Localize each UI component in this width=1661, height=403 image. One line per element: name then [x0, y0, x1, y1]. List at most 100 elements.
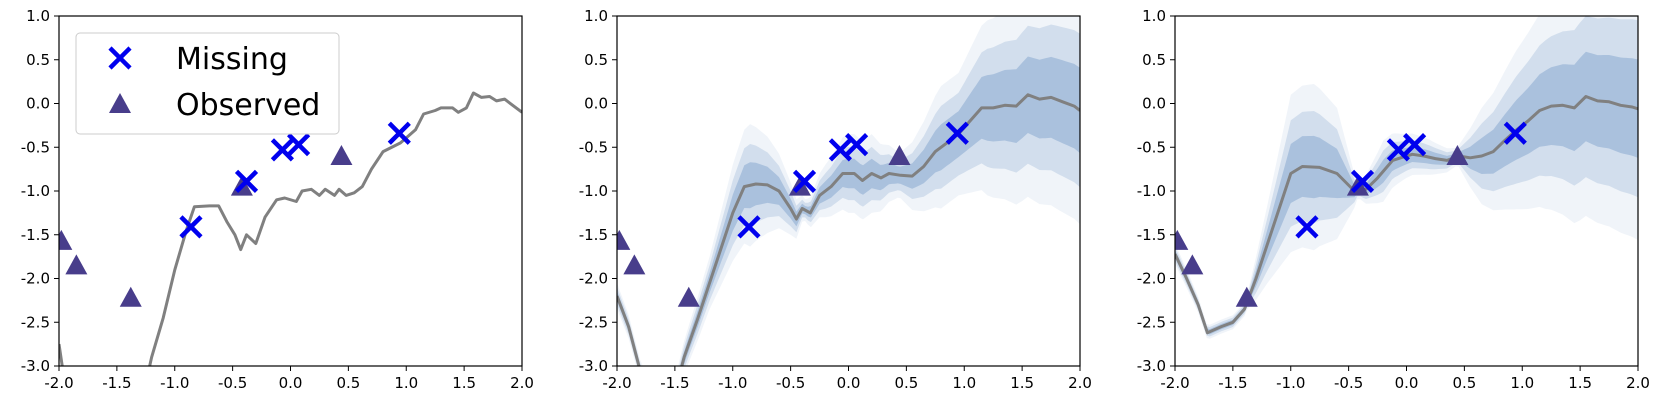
x-tick-label: -0.5 [218, 374, 247, 392]
x-tick-label: 1.0 [1510, 374, 1534, 392]
plot-area [1175, 16, 1638, 339]
y-tick-label: 1.0 [584, 7, 608, 25]
x-tick-label: -1.0 [1276, 374, 1305, 392]
observed-point [1181, 254, 1204, 275]
y-tick-label: 1.0 [1142, 7, 1166, 25]
observed-point [1175, 229, 1189, 250]
x-tick-label: 0.0 [837, 374, 861, 392]
panel-middle: -2.0 -1.5 -1.0 -0.5 0.0 0.5 1.0 1.5 2.0 1.0 0.5 0.0… [579, 7, 1092, 392]
observed-point [330, 145, 353, 165]
x-tick-label: 2.0 [510, 374, 534, 392]
missing-point [234, 169, 259, 193]
x-tick-label: 1.5 [452, 374, 476, 392]
y-tick-label: -1.5 [1137, 226, 1166, 244]
legend: Missing Observed [75, 32, 340, 135]
x-tick-label: 0.5 [1452, 374, 1476, 392]
x-tick-label: 1.0 [952, 374, 976, 392]
y-tick-label: 0.5 [584, 51, 608, 69]
observed-point [888, 145, 911, 165]
x-tick-label: 0.0 [1395, 374, 1419, 392]
missing-point [737, 215, 761, 239]
x-tick-label: -2.0 [602, 374, 631, 392]
x-tick-label: -2.0 [44, 374, 73, 392]
missing-point [1503, 121, 1527, 145]
y-tick-label: -2.0 [1137, 270, 1166, 288]
observed-point [59, 229, 73, 250]
observed-point [677, 286, 700, 307]
x-tick-label: -1.5 [1218, 374, 1247, 392]
uncertainty-band-2 [1175, 16, 1638, 337]
y-tick-label: 0.0 [26, 95, 50, 113]
uncertainty-band-3 [1175, 51, 1638, 335]
y-tick-label: 0.0 [1142, 95, 1166, 113]
y-tick-label: 0.0 [584, 95, 608, 113]
missing-point [1295, 215, 1319, 239]
missing-point [287, 133, 311, 157]
x-tick-label: 1.0 [394, 374, 418, 392]
x-tick-label: 0.0 [279, 374, 303, 392]
observed-point [1235, 286, 1258, 307]
plot-area [59, 91, 522, 366]
missing-point [828, 138, 852, 162]
y-tick-label: -2.0 [21, 270, 50, 288]
y-tick-label: -3.0 [21, 357, 50, 375]
observed-point [65, 254, 88, 275]
x-tick-label: -2.0 [1160, 374, 1189, 392]
y-tick-label: -0.5 [1137, 138, 1166, 156]
legend-label-missing: Missing [176, 42, 288, 77]
y-tick-label: -1.0 [21, 182, 50, 200]
x-tick-label: 2.0 [1068, 374, 1092, 392]
uncertainty-band-1 [617, 16, 1080, 366]
y-tick-label: -0.5 [579, 138, 608, 156]
legend-box [75, 32, 340, 135]
y-tick-label: -2.5 [21, 313, 50, 331]
x-tick-label: 0.5 [894, 374, 918, 392]
x-tick-label: -1.0 [160, 374, 189, 392]
observed-point [119, 286, 142, 307]
missing-point [1403, 133, 1427, 157]
y-tick-label: -0.5 [21, 138, 50, 156]
y-tick-label: -2.0 [579, 270, 608, 288]
missing-point [179, 215, 203, 239]
y-tick-label: -1.0 [579, 182, 608, 200]
missing-point [1386, 138, 1410, 162]
missing-point [792, 169, 817, 193]
y-tick-label: -1.0 [1137, 182, 1166, 200]
missing-point [945, 121, 969, 145]
y-tick-label: 1.0 [26, 7, 50, 25]
panel-right: -2.0 -1.5 -1.0 -0.5 0.0 0.5 1.0 1.5 2.0 1.0 0.5 0.0… [1137, 7, 1650, 392]
x-tick-label: -1.5 [102, 374, 131, 392]
observed-point [623, 254, 646, 275]
uncertainty-band-2 [617, 24, 1080, 366]
x-tick-label: 1.5 [1568, 374, 1592, 392]
x-tick-label: 2.0 [1626, 374, 1650, 392]
observed-point [1446, 145, 1469, 165]
legend-missing-marker [108, 46, 132, 70]
trajectory-line [617, 93, 1080, 366]
x-tick-label: -0.5 [1334, 374, 1363, 392]
trajectory-line [59, 91, 522, 366]
x-tick-label: -1.0 [718, 374, 747, 392]
observed-point [617, 229, 631, 250]
y-tick-label: 0.5 [26, 51, 50, 69]
missing-point [270, 138, 294, 162]
y-tick-label: -1.5 [21, 226, 50, 244]
y-tick-label: -3.0 [579, 357, 608, 375]
x-tick-label: 0.5 [336, 374, 360, 392]
x-tick-label: -0.5 [776, 374, 805, 392]
missing-point [845, 133, 869, 157]
y-tick-label: -2.5 [579, 313, 608, 331]
x-tick-label: -1.5 [660, 374, 689, 392]
y-tick-label: 0.5 [1142, 51, 1166, 69]
missing-point [387, 121, 411, 145]
uncertainty-band-3 [617, 56, 1080, 366]
y-tick-label: -1.5 [579, 226, 608, 244]
y-tick-label: -3.0 [1137, 357, 1166, 375]
legend-label-observed: Observed [176, 88, 320, 123]
y-tick-label: -2.5 [1137, 313, 1166, 331]
uncertainty-band-1 [1175, 16, 1638, 339]
legend-observed-marker [109, 93, 131, 113]
missing-point [1350, 169, 1375, 193]
panel-left: -2.0 -1.5 -1.0 -0.5 0.0 0.5 1.0 1.5 2.0 1.0 0.5 0.0… [21, 7, 534, 392]
x-tick-label: 1.5 [1010, 374, 1034, 392]
